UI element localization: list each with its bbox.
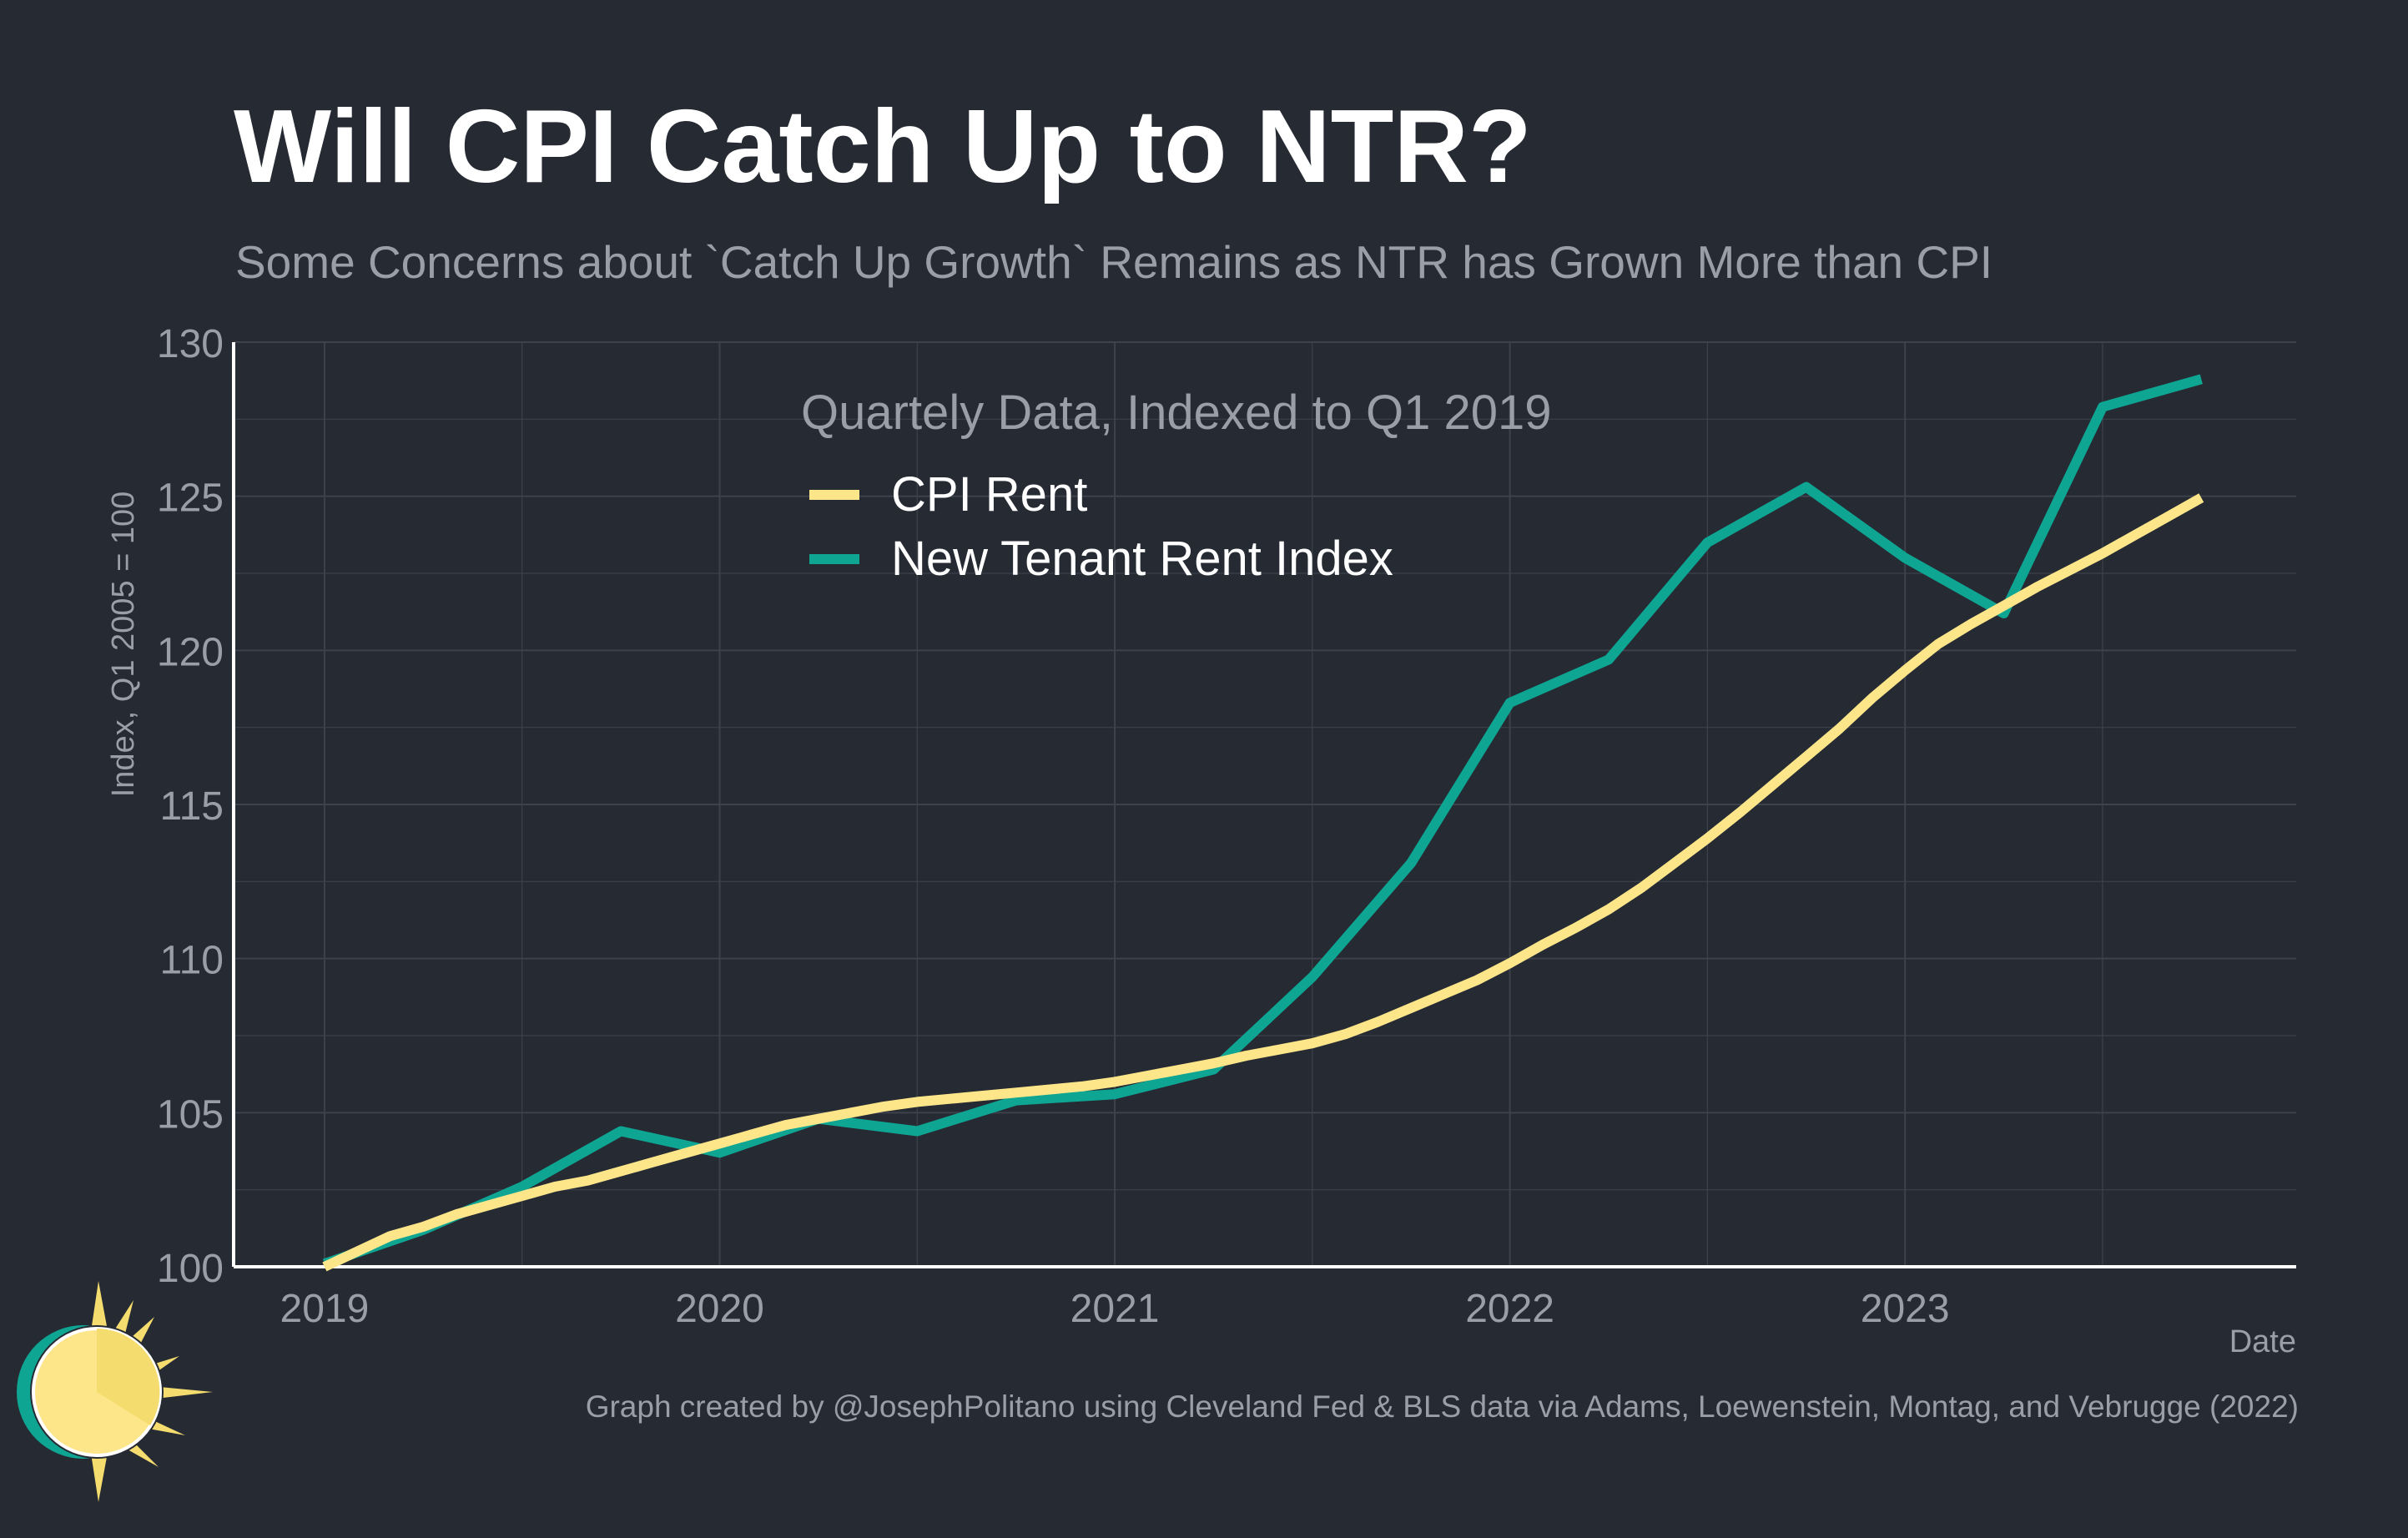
chart-subtitle: Some Concerns about `Catch Up Growth` Re…: [235, 236, 1993, 288]
y-tick-label: 130: [157, 322, 224, 366]
legend-label-cpi-rent: CPI Rent: [891, 467, 1087, 522]
chart-title: Will CPI Catch Up to NTR?: [234, 89, 1532, 204]
series-line-cpi-rent: [322, 493, 2204, 1272]
x-tick-label: 2020: [675, 1287, 764, 1331]
sun-logo-icon: [17, 1281, 213, 1502]
y-tick-label: 115: [159, 784, 224, 829]
series-layer: [322, 374, 2204, 1272]
x-axis-title: Date: [2229, 1324, 2296, 1359]
x-tick-label: 2022: [1465, 1287, 1554, 1331]
y-axis-title: Index, Q1 2005 = 100: [106, 492, 141, 798]
y-tick-label: 105: [157, 1092, 224, 1137]
legend: Quartely Data, Indexed to Q1 2019 CPI Re…: [801, 386, 1552, 586]
axis-layer: [232, 342, 2296, 1268]
x-tick-label: 2019: [280, 1287, 370, 1331]
series-line-new-tenant-rent-index: [322, 374, 2203, 1268]
legend-title: Quartely Data, Indexed to Q1 2019: [801, 386, 1552, 440]
y-tick-label: 125: [157, 477, 224, 521]
legend-label-new-tenant-rent-index: New Tenant Rent Index: [891, 532, 1393, 586]
y-tick-label: 110: [159, 939, 224, 983]
y-tick-label: 120: [157, 630, 224, 674]
x-tick-label: 2023: [1861, 1287, 1950, 1331]
grid-layer: [234, 341, 2296, 1268]
label-layer: 100 105 110 115 120 125 130 2019 2020 2021 2022 202…: [106, 322, 2296, 1359]
source-caption: Graph created by @JosephPolitano using C…: [585, 1389, 2299, 1424]
x-tick-label: 2021: [1071, 1287, 1160, 1331]
y-tick-label: 100: [157, 1247, 224, 1291]
